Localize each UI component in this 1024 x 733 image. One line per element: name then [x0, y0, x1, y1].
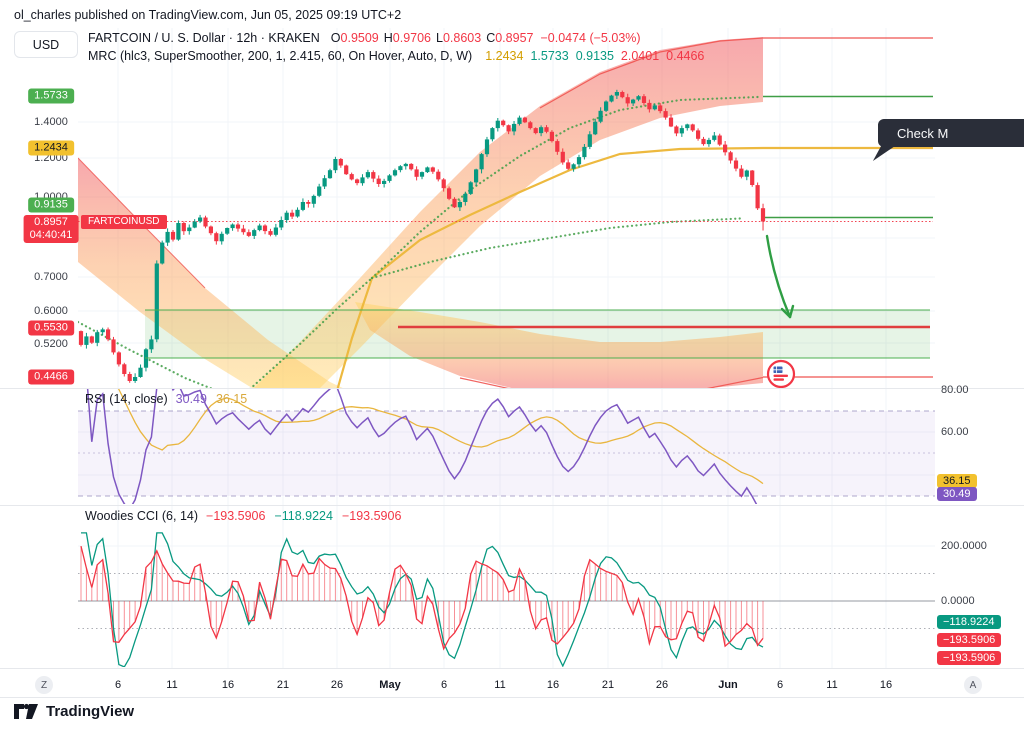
mrc-lower-inner-value: 0.9135 — [575, 49, 614, 63]
cci-turbo-value: −193.5906 — [206, 509, 266, 523]
mrc-mean-value: 1.2434 — [485, 49, 524, 63]
cci-badge-−118.9224: −118.9224 — [937, 615, 1001, 629]
price-scale-label-0.6000: 0.6000 — [34, 305, 68, 317]
cci-axis-label-0.0000: 0.0000 — [941, 595, 975, 607]
rsi-title[interactable]: RSI (14, close) — [85, 392, 168, 406]
separator-rsi-cci — [0, 505, 1024, 506]
time-axis-label-11: 11 — [494, 679, 506, 691]
mrc-lower-outer-value: 0.4466 — [666, 49, 705, 63]
rsi-badge-30.49: 30.49 — [937, 487, 977, 501]
close-label: C — [486, 31, 496, 45]
price-scale-badge-1.5733: 1.5733 — [28, 88, 74, 104]
time-axis-label-16: 16 — [879, 679, 893, 691]
time-axis-chip-A[interactable]: A — [964, 676, 982, 694]
publish-info: ol_charles published on TradingView.com,… — [14, 8, 402, 22]
note-tooltip[interactable]: Check M — [878, 119, 1024, 147]
close-value: 0.8957 — [495, 31, 534, 45]
time-axis-label-6: 6 — [114, 679, 122, 691]
symbol-title[interactable]: FARTCOIN / U. S. Dollar · 12h · KRAKEN — [88, 31, 320, 45]
time-axis-label-16: 16 — [546, 679, 560, 691]
cci-header: Woodies CCI (6, 14) −193.5906 −118.9224 −19… — [85, 509, 410, 523]
rsi-badge-36.15: 36.15 — [937, 474, 977, 488]
footer-brand[interactable]: TradingView — [46, 703, 135, 720]
price-scale-label-0.5200: 0.5200 — [34, 338, 68, 350]
rsi-value: 30.49 — [175, 392, 207, 406]
mrc-indicator-row: MRC (hlc3, SuperSmoother, 200, 1, 2.415,… — [88, 49, 704, 63]
tradingview-logo-icon[interactable] — [13, 702, 40, 721]
time-axis-label-May: May — [379, 679, 401, 691]
price-scale-label-0.7000: 0.7000 — [34, 271, 68, 283]
cci-main-value: −118.9224 — [274, 509, 333, 523]
low-label: L — [436, 31, 443, 45]
open-value: 0.9509 — [340, 31, 379, 45]
cci-axis-label-200.0000: 200.0000 — [941, 540, 987, 552]
cci-title[interactable]: Woodies CCI (6, 14) — [85, 509, 199, 523]
low-value: 0.8603 — [442, 31, 482, 45]
time-axis-chip-Z[interactable]: Z — [35, 676, 53, 694]
time-axis-label-26: 26 — [330, 679, 344, 691]
time-axis-label-6: 6 — [776, 679, 784, 691]
currency-button[interactable]: USD — [14, 31, 78, 58]
rsi-axis-label-80.00: 80.00 — [941, 384, 969, 396]
price-scale-badge-0.4466: 0.4466 — [28, 369, 74, 385]
cci-badge-−193.5906: −193.5906 — [937, 633, 1002, 647]
mrc-title[interactable]: MRC (hlc3, SuperSmoother, 200, 1, 2.415,… — [88, 49, 473, 63]
price-line-symbol-label: FARTCOINUSD — [81, 215, 167, 229]
price-scale-label-1.4000: 1.4000 — [34, 116, 68, 128]
price-scale-badge-1.2434: 1.2434 — [28, 140, 74, 156]
cci-hist-value: −193.5906 — [341, 509, 402, 523]
price-scale-badge-0.9135: 0.9135 — [28, 197, 74, 213]
time-axis-label-11: 11 — [826, 679, 838, 691]
high-label: H — [383, 31, 393, 45]
mrc-upper-inner-value: 1.5733 — [530, 49, 569, 63]
time-axis-label-16: 16 — [221, 679, 235, 691]
price-scale-badge-0.8957: 0.8957 04:40:41 — [23, 215, 79, 243]
rsi-axis-label-60.00: 60.00 — [941, 426, 969, 438]
candle-countdown: 04:40:41 — [29, 229, 73, 241]
price-scale-badge-0.5530: 0.5530 — [28, 320, 74, 336]
separator-main-rsi — [0, 388, 1024, 389]
open-label: O — [330, 31, 341, 45]
symbol-ohlc-row: FARTCOIN / U. S. Dollar · 12h · KRAKEN O0… — [88, 31, 641, 45]
time-axis-label-6: 6 — [440, 679, 448, 691]
high-value: 0.9706 — [392, 31, 432, 45]
time-axis-label-Jun: Jun — [718, 679, 738, 691]
mrc-upper-outer-value: 2.0401 — [620, 49, 660, 63]
rsi-ma-value: 36.15 — [215, 392, 248, 406]
time-axis-label-11: 11 — [166, 679, 178, 691]
time-axis-label-26: 26 — [655, 679, 669, 691]
change-value: −0.0474 (−5.03%) — [540, 31, 641, 45]
separator-cci-timeaxis — [0, 668, 1024, 669]
time-axis-label-21: 21 — [601, 679, 615, 691]
rsi-header: RSI (14, close) 30.49 36.15 — [85, 392, 247, 406]
time-axis-label-21: 21 — [276, 679, 290, 691]
cci-badge-−193.5906: −193.5906 — [937, 651, 1002, 665]
separator-timeaxis-footer — [0, 697, 1024, 698]
